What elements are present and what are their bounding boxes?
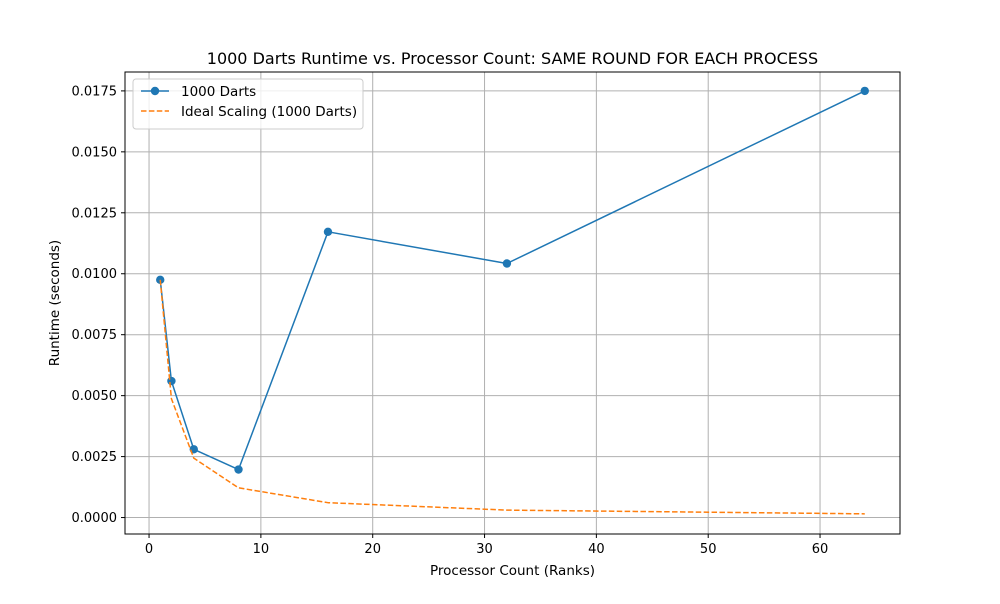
y-tick-label: 0.0075 [72,328,118,343]
data-point [502,259,512,268]
chart-title: 1000 Darts Runtime vs. Processor Count: … [207,49,818,68]
x-tick-label: 0 [145,542,153,557]
x-tick-label: 60 [812,542,829,557]
legend: 1000 Darts Ideal Scaling (1000 Darts) [132,78,364,130]
legend-entries: 1000 Darts Ideal Scaling (1000 Darts) [141,84,357,120]
y-tick-label: 0.0100 [72,267,118,282]
y-tick-label: 0.0000 [72,511,118,526]
legend-box [132,78,364,130]
data-point [860,86,869,96]
data-point [156,275,165,285]
legend-swatch-marker [150,86,160,96]
series-line-2 [159,279,865,515]
legend-label: Ideal Scaling (1000 Darts) [181,104,357,120]
x-tick-label: 30 [476,542,493,557]
tick-layer: 0 10 20 30 40 50 60 0.0000 0.0025 0.0050 0.0075 0.0… [72,84,829,557]
legend-label: 1000 Darts [181,84,256,100]
data-point [323,227,333,237]
y-tick-label: 0.0050 [72,389,118,404]
series-line-1 [159,90,866,471]
grid-layer [125,72,900,534]
x-axis-label: Processor Count (Ranks) [430,563,595,579]
y-tick-label: 0.0175 [72,84,118,99]
x-tick-label: 20 [364,542,381,557]
y-tick-label: 0.0125 [72,206,118,221]
x-tick-label: 40 [588,542,605,557]
axes-frame [124,71,901,535]
y-tick-label: 0.0025 [72,450,118,465]
series-layer [156,86,869,515]
data-point [167,376,176,386]
y-axis-label: Runtime (seconds) [47,240,63,366]
x-tick-label: 50 [700,542,717,557]
x-tick-label: 10 [253,542,270,557]
y-tick-label: 0.0150 [72,145,118,160]
data-point [234,465,243,474]
